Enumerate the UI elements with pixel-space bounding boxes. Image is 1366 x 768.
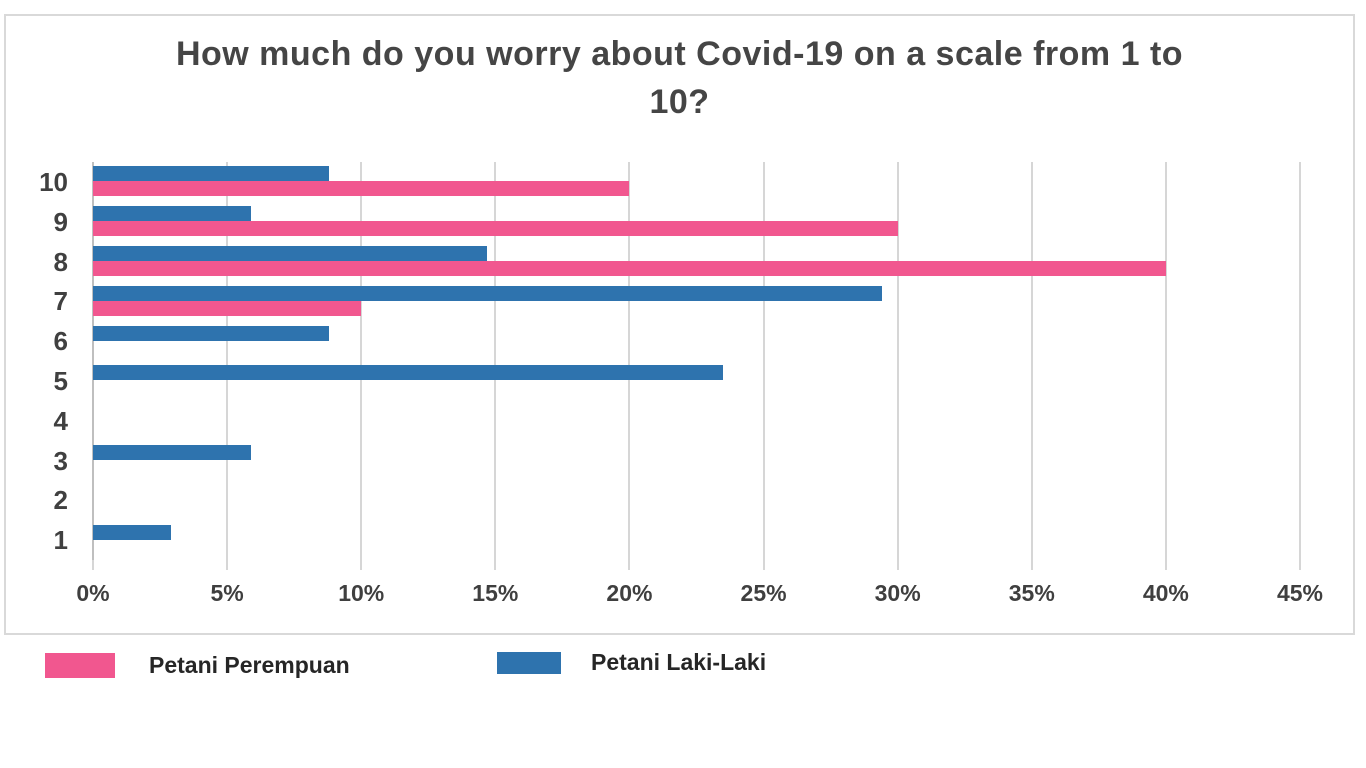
tick-mark-40% (1164, 560, 1167, 570)
plot-area (92, 162, 1301, 570)
legend-label-petani-perempuan: Petani Perempuan (149, 652, 350, 678)
chart-title: How much do you worry about Covid-19 on … (175, 35, 1184, 122)
tick-mark-25% (762, 560, 765, 570)
gridline-30% (896, 162, 899, 560)
y-category-label-3: 3 (53, 445, 68, 476)
legend-label-petani-laki-laki: Petani Laki-Laki (591, 649, 767, 675)
x-tick-label-35%: 35% (1008, 580, 1055, 606)
x-tick-label-10%: 10% (338, 580, 385, 606)
legend-item-petani-perempuan: Petani Perempuan (45, 652, 350, 679)
bar-petani-laki-laki-8 (93, 246, 488, 261)
y-category-label-10: 10 (39, 166, 68, 197)
gridline-35% (1030, 162, 1033, 560)
x-tick-label-0%: 0% (76, 580, 110, 606)
legend-swatch-petani-perempuan (45, 653, 115, 678)
x-tick-label-5%: 5% (210, 580, 244, 606)
x-tick-label-15%: 15% (472, 580, 519, 606)
bar-petani-perempuan-8 (93, 261, 1166, 276)
tick-mark-20% (628, 560, 631, 570)
bar-petani-perempuan-10 (93, 181, 630, 197)
legend-swatch-petani-laki-laki (497, 651, 561, 674)
tick-mark-35% (1030, 560, 1033, 570)
tick-mark-5% (226, 560, 229, 570)
y-axis-labels: 10 9 8 7 6 5 4 3 2 1 (6, 162, 68, 560)
bar-petani-laki-laki-3 (93, 445, 252, 460)
tick-mark-45% (1299, 560, 1301, 570)
x-tick-label-45%: 45% (1276, 580, 1324, 606)
gridline-20% (628, 162, 631, 560)
bar-petani-laki-laki-9 (93, 206, 252, 222)
legend: Petani Perempuan Petani Laki-Laki (0, 644, 1366, 690)
tick-mark-0% (92, 560, 94, 570)
bar-petani-perempuan-7 (93, 300, 362, 316)
chart-frame: How much do you worry about Covid-19 on … (4, 14, 1355, 635)
gridline-5% (226, 162, 229, 560)
x-tick-label-25%: 25% (740, 580, 787, 606)
tick-mark-15% (494, 560, 497, 570)
y-category-label-4: 4 (53, 405, 68, 436)
y-category-label-6: 6 (53, 326, 68, 357)
gridline-15% (494, 162, 497, 560)
gridline-10% (360, 162, 363, 560)
bar-petani-laki-laki-7 (93, 285, 882, 301)
y-category-label-7: 7 (53, 286, 68, 317)
y-category-label-9: 9 (53, 206, 68, 237)
bar-petani-laki-laki-1 (93, 524, 171, 540)
tick-mark-30% (896, 560, 899, 570)
y-axis-line (92, 162, 94, 560)
y-category-label-1: 1 (53, 525, 68, 556)
bar-petani-laki-laki-6 (93, 325, 330, 341)
bar-petani-laki-laki-10 (93, 166, 330, 182)
bar-petani-perempuan-9 (93, 221, 898, 237)
y-category-label-8: 8 (53, 246, 68, 277)
x-tick-label-20%: 20% (606, 580, 653, 606)
y-category-label-2: 2 (53, 485, 68, 516)
x-tick-label-40%: 40% (1142, 580, 1189, 606)
tick-mark-10% (360, 560, 363, 570)
y-category-label-5: 5 (53, 365, 68, 396)
legend-item-petani-laki-laki: Petani Laki-Laki (497, 649, 766, 676)
x-tick-label-30%: 30% (874, 580, 921, 606)
bar-petani-laki-laki-5 (93, 365, 724, 381)
gridline-25% (762, 162, 765, 560)
x-axis-labels: 0% 5% 10% 15% 20% 25% 30% 35% 40% 45% (76, 580, 1323, 620)
gridline-40% (1164, 162, 1167, 560)
gridline-45% (1299, 162, 1301, 560)
